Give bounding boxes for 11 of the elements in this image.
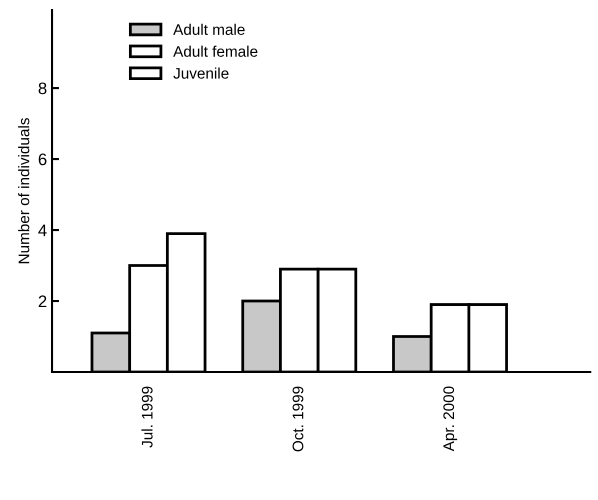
legend-label: Adult male — [173, 24, 245, 35]
x-tick-label: Oct. 1999 — [292, 386, 304, 452]
y-tick-label: 2 — [38, 295, 46, 308]
legend-label: Adult female — [173, 46, 258, 57]
y-tick-label: 8 — [38, 82, 46, 94]
y-tick-label: 4 — [38, 224, 47, 236]
y-axis-title: Number of individuals — [18, 118, 30, 264]
x-tick-label: Apr. 2000 — [443, 386, 458, 452]
y-tick-label: 6 — [38, 153, 46, 166]
x-tick-label: Jul. 1999 — [141, 386, 153, 448]
legend-label: Juvenile — [173, 68, 229, 79]
